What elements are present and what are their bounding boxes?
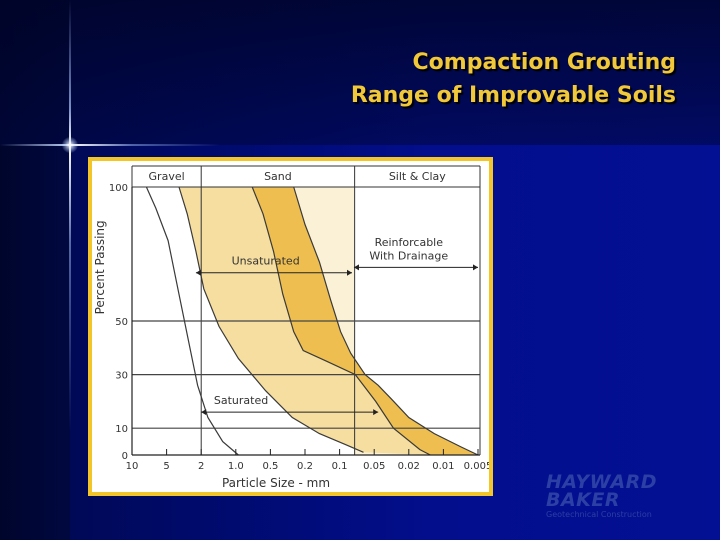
logo-line2: BAKER (546, 489, 621, 511)
sparkle-vertical (69, 0, 71, 540)
region-reinforcable-with-drainage (293, 187, 478, 455)
zone-label: Sand (264, 170, 292, 183)
y-tick-label: 100 (109, 183, 128, 194)
unsaturated-arrow-head (347, 269, 353, 276)
x-tick-label: 0.1 (332, 461, 348, 472)
y-axis-title: Percent Passing (93, 220, 107, 314)
slide-title-line2: Range of Improvable Soils (350, 83, 676, 108)
x-tick-label: 0.01 (432, 461, 454, 472)
annotation-label: Saturated (214, 394, 268, 407)
x-tick-label: 10 (126, 461, 139, 472)
y-tick-label: 30 (115, 371, 128, 382)
logo-line1: HAYWARD (546, 471, 658, 493)
chart-frame: Gravel Sand Silt & Clay 10 5 2 1.0 0.5 0.2 0.1 0.… (88, 157, 493, 496)
saturated-arrow-head (373, 409, 379, 416)
x-tick-label: 0.005 (464, 461, 489, 472)
x-tick-label: 0.02 (398, 461, 420, 472)
x-tick-label: 0.5 (262, 461, 278, 472)
company-logo: HAYWARD BAKER Geotechnical Construction (546, 473, 696, 523)
y-tick-label: 10 (115, 424, 128, 435)
curve-saturated-limit (251, 186, 431, 456)
y-tick-label: 0 (122, 451, 128, 462)
drainage-arrow-head (473, 264, 478, 271)
zone-label: Gravel (149, 170, 185, 183)
annotation-label: Reinforcable (375, 236, 444, 249)
x-tick-label: 2 (198, 461, 204, 472)
zone-label: Silt & Clay (389, 170, 446, 183)
curve-gravel-fines (145, 186, 239, 456)
region-unsaturated (179, 187, 431, 455)
x-tick-label: 0.05 (363, 461, 385, 472)
slide-top-band (0, 0, 720, 145)
y-tick-label: 50 (115, 317, 128, 328)
logo-tagline: Geotechnical Construction (546, 510, 652, 519)
drainage-arrow-tail-head (353, 264, 359, 271)
x-tick-label: 0.2 (297, 461, 313, 472)
x-tick-label: 1.0 (228, 461, 244, 472)
annotation-label: Unsaturated (232, 255, 300, 268)
slide-title-line1: Compaction Grouting (412, 50, 676, 75)
annotation-label: With Drainage (369, 249, 448, 262)
x-axis-title: Particle Size - mm (222, 476, 330, 490)
x-tick-label: 5 (163, 461, 169, 472)
gradation-chart: Gravel Sand Silt & Clay 10 5 2 1.0 0.5 0.2 0.1 0.… (93, 165, 489, 490)
saturated-arrow-tail-head (201, 409, 207, 416)
unsaturated-arrow-tail-head (195, 269, 201, 276)
sparkle-icon (62, 137, 78, 153)
region-saturated (252, 187, 478, 455)
sparkle-horizontal (0, 144, 220, 146)
slide-title: Compaction Grouting Range of Improvable … (176, 46, 676, 112)
curve-unsaturated-coarse (178, 186, 364, 453)
curve-fine-limit (293, 186, 479, 456)
